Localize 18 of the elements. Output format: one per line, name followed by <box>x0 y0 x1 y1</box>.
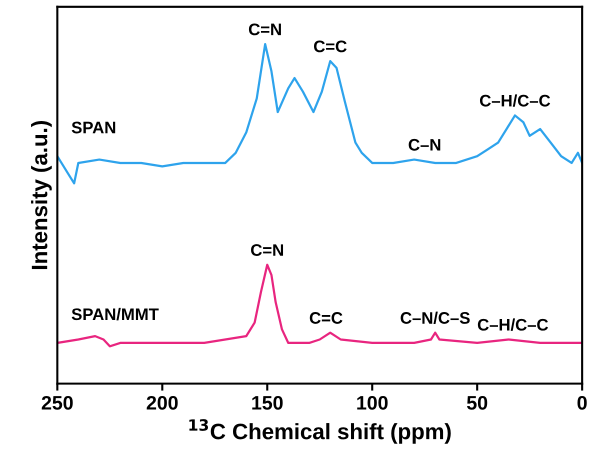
annotation: C–N/C–S <box>400 312 470 324</box>
series-label: SPAN/MMT <box>72 308 159 320</box>
annotation: C=C <box>314 40 347 52</box>
x-tick-label: 150 <box>252 396 283 410</box>
annotation: C–H/C–C <box>478 318 548 331</box>
annotation: C–H/C–C <box>480 94 550 107</box>
x-tick-label: 250 <box>42 396 73 410</box>
x-tick-label: 50 <box>466 396 488 410</box>
annotation: C=C <box>310 312 342 324</box>
x-tick-label: 100 <box>357 396 388 410</box>
y-axis-title: Intensity (a.u.) <box>31 121 52 270</box>
x-tick-label: 0 <box>577 396 587 410</box>
x-axis-title: $^{13}$C Chemical shift (ppm) <box>189 419 451 444</box>
annotation: C=N <box>248 24 281 36</box>
annotation: C=N <box>251 244 284 256</box>
x-tick-label: 200 <box>146 396 178 410</box>
series-label: SPAN <box>72 122 116 134</box>
annotation: C–N <box>408 138 440 151</box>
